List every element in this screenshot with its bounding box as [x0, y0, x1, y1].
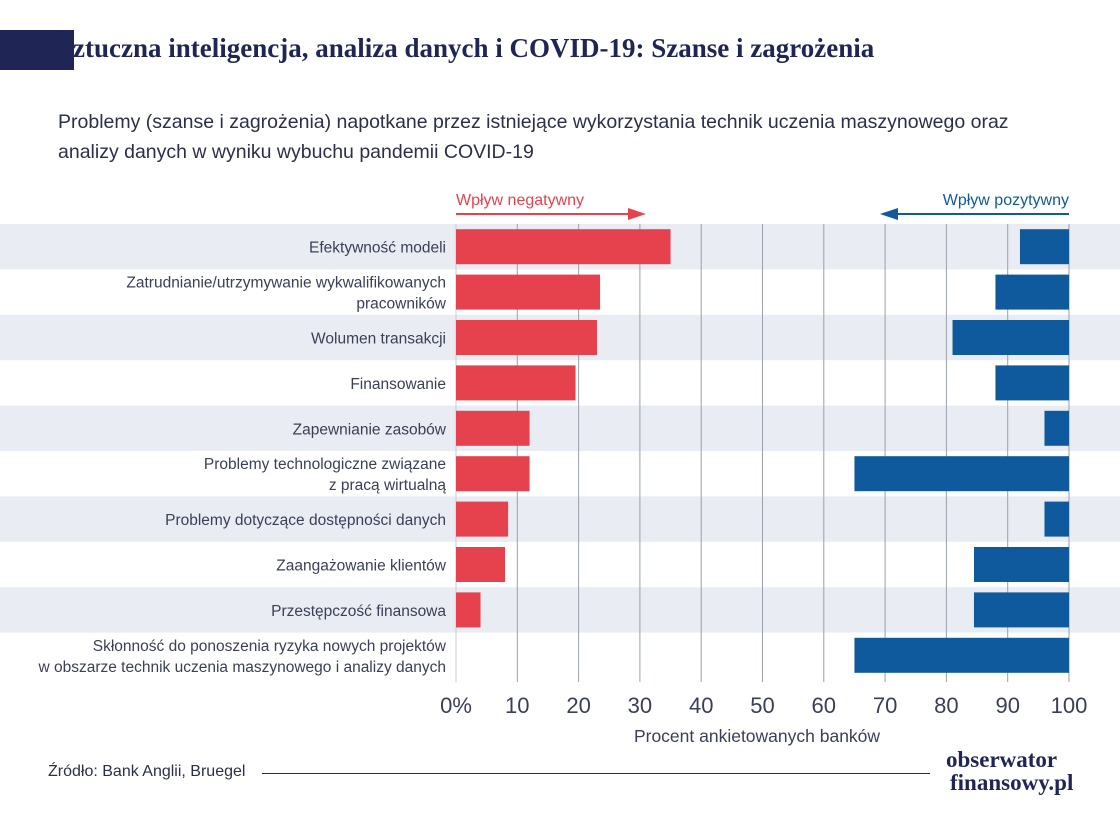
- source-note: Źródło: Bank Anglii, Bruegel: [48, 763, 246, 780]
- row-band: [0, 587, 1120, 633]
- category-label: Zatrudnianie/utrzymywanie wykwalifikowan…: [126, 275, 446, 292]
- positive-bar: [854, 637, 1069, 673]
- row-band: [0, 496, 1120, 542]
- x-tick-label: 100: [1051, 693, 1088, 718]
- x-tick-label: 10: [505, 693, 529, 718]
- legend-positive-label: Wpływ pozytywny: [943, 192, 1069, 209]
- negative-bar: [456, 320, 597, 355]
- negative-bar: [456, 365, 576, 401]
- negative-bar: [456, 592, 481, 628]
- positive-bar: [1044, 410, 1069, 446]
- x-tick-label: 60: [812, 693, 836, 718]
- category-label: Finansowanie: [350, 376, 446, 393]
- category-label: Problemy technologiczne związane: [204, 456, 446, 473]
- positive-bar: [995, 274, 1069, 310]
- x-tick-label: 30: [628, 693, 652, 718]
- negative-bar: [456, 501, 509, 537]
- title-accent-bar: [0, 30, 74, 70]
- logo-line-1: obserwator: [946, 747, 1058, 772]
- footer-divider: [262, 773, 930, 774]
- legend-positive-arrowhead: [880, 208, 898, 220]
- x-tick-label: 40: [689, 693, 713, 718]
- x-axis-label: Procent ankietowanych banków: [634, 726, 880, 746]
- x-tick-label: 20: [566, 693, 590, 718]
- positive-bar: [995, 365, 1069, 401]
- positive-bar: [973, 592, 1069, 628]
- category-label: Zapewnianie zasobów: [293, 421, 447, 438]
- chart-subtitle: Problemy (szanse i zagrożenia) napotkane…: [58, 111, 1009, 163]
- x-tick-label: 80: [934, 693, 958, 718]
- x-tick-label: 50: [750, 693, 774, 718]
- positive-bar: [1019, 229, 1069, 265]
- legend-negative-arrowhead: [628, 208, 646, 220]
- category-label: z pracą wirtualną: [329, 477, 447, 494]
- positive-bar: [952, 320, 1069, 355]
- negative-bar: [456, 274, 601, 310]
- category-label: Problemy dotyczące dostępności danych: [165, 512, 446, 529]
- positive-bar: [1044, 501, 1069, 537]
- x-tick-label: 90: [995, 693, 1019, 718]
- positive-bar: [973, 547, 1069, 582]
- x-tick-label: 0%: [440, 693, 472, 718]
- negative-bar: [456, 547, 506, 582]
- negative-bar: [456, 456, 530, 492]
- negative-bar: [456, 410, 530, 446]
- legend-negative-label: Wpływ negatywny: [456, 192, 584, 209]
- category-label: pracowników: [356, 296, 446, 313]
- x-tick-label: 70: [873, 693, 897, 718]
- logo-line-2: finansowy.pl: [950, 770, 1074, 795]
- category-label: Efektywność modeli: [309, 240, 446, 257]
- positive-bar: [854, 456, 1069, 492]
- page-title: Sztuczna inteligencja, analiza danych i …: [58, 33, 875, 63]
- negative-bar: [456, 229, 671, 265]
- category-label: Przestępczość finansowa: [271, 603, 446, 620]
- category-label: w obszarze technik uczenia maszynowego i…: [37, 659, 446, 676]
- row-band: [0, 405, 1120, 451]
- category-label: Wolumen transakcji: [311, 331, 446, 348]
- category-label: Skłonność do ponoszenia ryzyka nowych pr…: [93, 638, 447, 655]
- brand-logo: obserwator finansowy.pl: [946, 748, 1073, 794]
- category-label: Zaangażowanie klientów: [276, 558, 447, 575]
